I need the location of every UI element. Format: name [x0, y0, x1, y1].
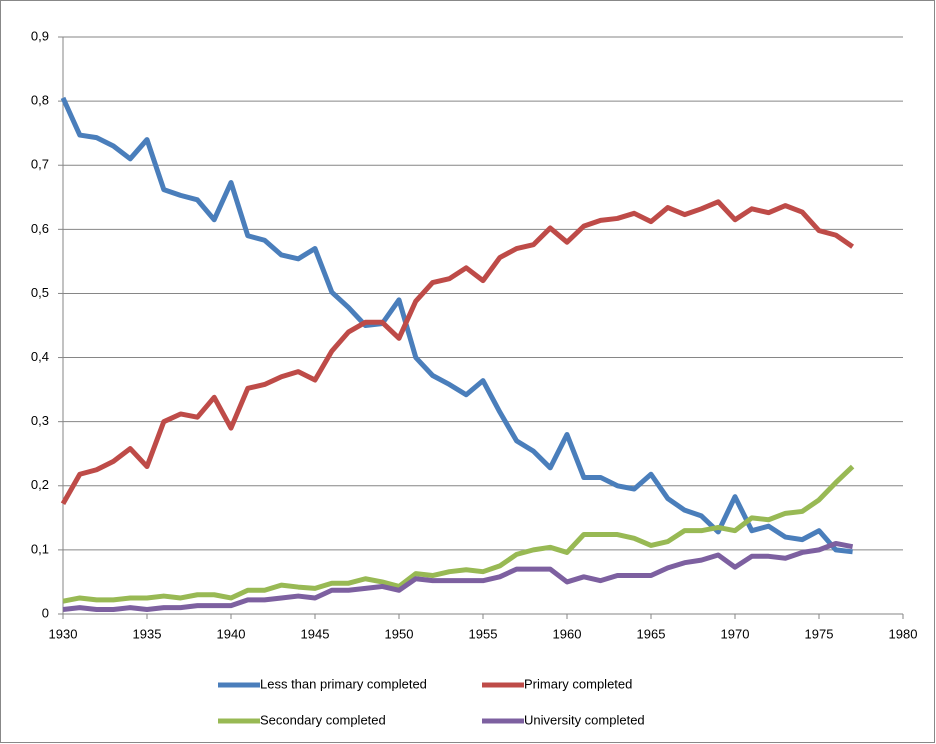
y-tick-label: 0,8 — [31, 93, 49, 108]
y-tick-label: 0,5 — [31, 285, 49, 300]
series-line — [62, 540, 854, 613]
x-tick-label: 1980 — [889, 626, 918, 641]
x-tick-label: 1950 — [385, 626, 414, 641]
y-tick-label: 0 — [42, 605, 49, 620]
y-tick-label: 0,4 — [31, 349, 49, 364]
legend-label: Primary completed — [524, 676, 632, 691]
legend-label: University completed — [524, 712, 645, 727]
legend-label: Less than primary completed — [260, 676, 427, 691]
series-line — [62, 464, 855, 604]
x-tick-label: 1960 — [553, 626, 582, 641]
x-tick-label: 1965 — [637, 626, 666, 641]
series-line — [60, 199, 855, 505]
x-tick-label: 1945 — [301, 626, 330, 641]
y-tick-label: 0,6 — [31, 221, 49, 236]
y-tick-label: 0,1 — [31, 541, 49, 556]
x-tick-label: 1955 — [469, 626, 498, 641]
y-tick-label: 0,2 — [31, 477, 49, 492]
x-tick-label: 1930 — [49, 626, 78, 641]
x-tick-label: 1975 — [805, 626, 834, 641]
x-tick-label: 1970 — [721, 626, 750, 641]
legend-label: Secondary completed — [260, 712, 386, 727]
x-tick-label: 1935 — [133, 626, 162, 641]
y-tick-label: 0,9 — [31, 28, 49, 43]
x-tick-label: 1940 — [217, 626, 246, 641]
y-tick-label: 0,3 — [31, 413, 49, 428]
y-tick-label: 0,7 — [31, 157, 49, 172]
